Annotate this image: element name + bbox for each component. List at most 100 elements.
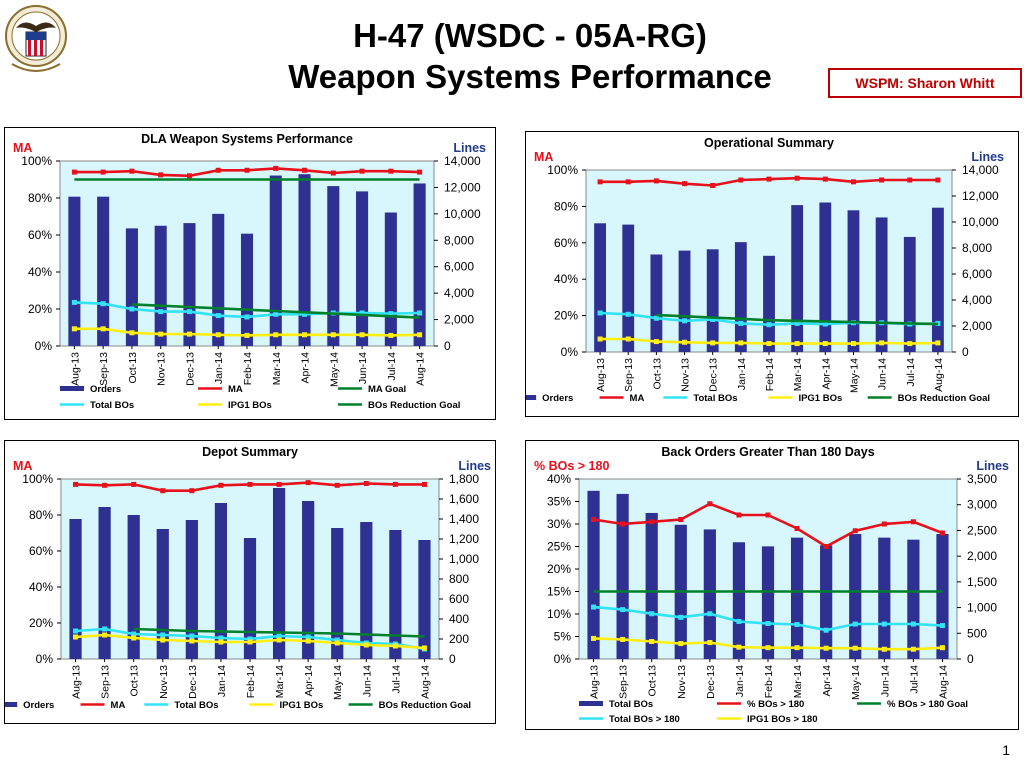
point-ma (907, 177, 913, 183)
bar-orders (69, 519, 82, 659)
left-tick-label: 100% (547, 163, 578, 177)
point-ipg1-bos (100, 326, 106, 332)
point-ipg1-bos (276, 637, 282, 643)
bar-total-bos (790, 537, 804, 659)
line-bos-reduction-goal (656, 313, 938, 326)
left-tick-label: 60% (29, 544, 53, 558)
bar-orders (269, 175, 282, 346)
bar-orders (903, 236, 916, 352)
point-ipg1-bos (334, 640, 340, 646)
point-ipg1-bos (158, 331, 164, 337)
x-tick-label: Aug-13 (71, 665, 83, 699)
x-tick-label: Aug-14 (415, 352, 427, 386)
point-ma (879, 177, 885, 183)
point-ipg1-bos (131, 635, 137, 641)
point-ipg1-bos (421, 645, 427, 651)
chart-back-orders-180: Back Orders Greater Than 180 Days % BOs >… (534, 445, 1009, 725)
right-tick-label: 0 (444, 339, 451, 353)
point-ma (102, 482, 108, 488)
right-tick-label: 0 (449, 652, 456, 666)
point-ma (215, 167, 221, 173)
right-tick-label: 1,400 (449, 512, 479, 526)
right-tick-label: 2,000 (967, 549, 997, 563)
bar-orders (791, 205, 804, 352)
right-tick-label: 1,500 (967, 575, 997, 589)
point-ma (273, 165, 279, 171)
point-ipg1-bos (247, 639, 253, 645)
point-total-bos (653, 315, 659, 321)
right-axis-label: Lines (971, 150, 1004, 164)
point-ipg1-bos (597, 336, 603, 342)
point-ipg1-bos (766, 341, 772, 347)
x-tick-label: Jan-14 (734, 665, 746, 697)
x-tick-label: Jul-14 (905, 358, 917, 387)
left-axis-label: MA (534, 150, 553, 164)
bar-orders (212, 213, 225, 346)
bar-total-bos (616, 493, 629, 659)
point-total-bos (417, 310, 423, 316)
chart-title: Depot Summary (202, 445, 298, 459)
bar-orders (125, 228, 138, 346)
point-ma (247, 481, 253, 487)
bar-orders (185, 520, 198, 659)
point-ma (766, 176, 772, 182)
bar-orders (243, 538, 257, 659)
x-tick-label: Apr-14 (303, 665, 315, 697)
point-ipg1-bos-180 (620, 636, 626, 642)
bar-total-bos (645, 512, 658, 659)
line-bos-reduction-goal (131, 303, 420, 319)
x-tick-label: Feb-14 (245, 665, 257, 698)
point-ma (244, 167, 250, 173)
left-tick-label: 20% (28, 302, 52, 316)
point-total-bos-180 (823, 627, 829, 633)
bar-orders (154, 225, 167, 346)
point-ipg1-bos (822, 341, 828, 347)
legend-key-orders (60, 386, 84, 391)
left-tick-label: 20% (547, 562, 571, 576)
bar-orders (763, 255, 775, 352)
right-tick-label: 6,000 (962, 267, 992, 281)
x-tick-label: May-14 (332, 665, 344, 700)
x-tick-label: Apr-14 (820, 358, 832, 390)
point-ma (738, 177, 744, 183)
point-total-bos (189, 633, 195, 639)
point-ipg1-bos (189, 638, 195, 644)
bar-orders (156, 529, 169, 659)
point-ipg1-bos-180 (910, 646, 916, 652)
x-tick-label: Aug-13 (595, 358, 607, 392)
left-axis-label: MA (13, 141, 32, 155)
point-ma (131, 481, 137, 487)
right-tick-label: 1,000 (449, 552, 479, 566)
legend-label-total-bos: Total BOs (90, 400, 134, 411)
x-tick-label: Nov-13 (156, 352, 168, 386)
x-tick-label: Jun-14 (879, 665, 891, 697)
point-ma (359, 168, 365, 174)
x-tick-label: Jan-14 (213, 352, 225, 384)
legend-label-bos-reduction-goal: BOs Reduction Goal (898, 393, 990, 404)
left-tick-label: 80% (554, 199, 578, 213)
point-total-bos-180 (852, 621, 858, 627)
point-ipg1-bos-180 (823, 645, 829, 651)
point-ma (850, 179, 856, 185)
left-tick-label: 40% (28, 265, 52, 279)
right-tick-label: 4,000 (444, 286, 474, 300)
bar-orders (298, 174, 311, 346)
bar-orders (622, 224, 635, 352)
left-tick-label: 0% (561, 345, 579, 359)
bar-total-bos (732, 542, 746, 659)
x-tick-label: Dec-13 (187, 665, 199, 699)
right-tick-label: 1,200 (449, 532, 479, 546)
point-ipg1-bos (330, 332, 336, 338)
right-tick-label: 12,000 (444, 180, 481, 194)
right-tick-label: 6,000 (444, 260, 474, 274)
x-tick-label: Mar-14 (792, 665, 804, 698)
point-ma (100, 169, 106, 175)
point-total-bos (215, 313, 221, 319)
right-tick-label: 14,000 (962, 163, 999, 177)
point-total-bos (935, 320, 941, 326)
right-tick-label: 3,000 (967, 498, 997, 512)
point-ipg1-bos-180 (794, 645, 800, 651)
point-ipg1-bos (388, 332, 394, 338)
legend-label-total-bos: Total BOs (693, 393, 737, 404)
point-ipg1-bos-180 (591, 635, 597, 641)
